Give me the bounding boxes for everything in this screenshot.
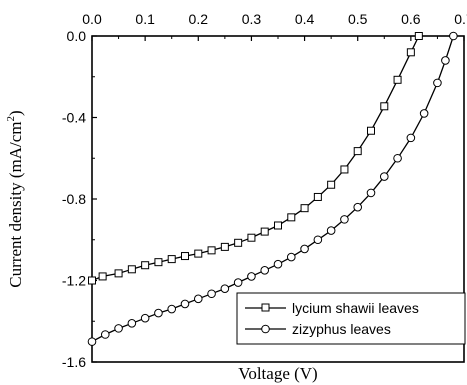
series-line bbox=[91, 35, 420, 282]
data-point-circle bbox=[180, 299, 190, 309]
data-point-square bbox=[154, 258, 163, 267]
data-point-circle bbox=[273, 259, 283, 269]
data-point-circle bbox=[419, 109, 429, 118]
data-point-square bbox=[247, 233, 256, 242]
x-tick-label: 0.7 bbox=[454, 11, 467, 27]
legend-marker-square bbox=[261, 303, 270, 312]
data-point-circle bbox=[100, 330, 110, 339]
y-axis-title-main: Current density (mA/cm bbox=[6, 121, 25, 287]
data-point-circle bbox=[154, 308, 163, 318]
data-point-square bbox=[340, 165, 349, 174]
data-point-square bbox=[114, 269, 123, 278]
legend-marker-circle bbox=[261, 324, 270, 334]
data-point-square bbox=[88, 276, 96, 285]
data-point-square bbox=[287, 213, 296, 222]
data-point-circle bbox=[260, 266, 270, 275]
data-point-square bbox=[313, 192, 322, 201]
data-point-circle bbox=[366, 188, 376, 198]
data-point-square bbox=[406, 48, 415, 57]
data-point-square bbox=[274, 221, 282, 230]
x-axis-title: Voltage (V) bbox=[238, 364, 317, 383]
data-point-square bbox=[194, 249, 203, 258]
data-point-circle bbox=[140, 313, 150, 323]
data-point-circle bbox=[247, 272, 256, 281]
data-point-square bbox=[393, 75, 402, 84]
data-point-circle bbox=[114, 324, 123, 333]
y-tick-label: 0.0 bbox=[67, 28, 87, 44]
data-point-circle bbox=[167, 304, 177, 314]
data-point-circle bbox=[207, 289, 216, 299]
data-point-circle bbox=[441, 56, 450, 65]
data-point-square bbox=[181, 252, 189, 261]
data-point-circle bbox=[300, 244, 309, 254]
data-point-circle bbox=[193, 294, 203, 304]
legend-entry-lycium-shawii: lycium shawii leaves bbox=[245, 300, 419, 316]
data-point-circle bbox=[353, 202, 363, 212]
data-point-circle bbox=[127, 318, 137, 328]
y-axis-title-end: ) bbox=[6, 110, 25, 116]
data-point-circle bbox=[326, 226, 336, 235]
data-point-circle bbox=[393, 153, 402, 163]
data-point-square bbox=[327, 180, 336, 189]
x-tick-label: 0.4 bbox=[295, 11, 315, 27]
data-point-circle bbox=[379, 172, 389, 181]
data-point-square bbox=[353, 147, 362, 156]
data-point-square bbox=[98, 272, 107, 281]
data-point-circle bbox=[449, 31, 458, 41]
data-point-circle bbox=[406, 133, 416, 143]
data-point-square bbox=[414, 32, 423, 40]
data-point-circle bbox=[87, 337, 97, 346]
legend-label-lycium-shawii: lycium shawii leaves bbox=[292, 300, 419, 316]
data-point-square bbox=[207, 246, 216, 255]
data-point-square bbox=[167, 255, 176, 264]
y-tick-label: -0.4 bbox=[62, 110, 86, 126]
data-point-circle bbox=[313, 235, 323, 245]
series-1 bbox=[87, 31, 458, 346]
legend: lycium shawii leaves zizyphus leaves bbox=[236, 292, 466, 345]
data-point-circle bbox=[340, 215, 349, 224]
legend-box bbox=[236, 292, 466, 345]
y-axis-ticks: 0.0 -0.4 -0.8 -1.2 -1.6 bbox=[62, 28, 97, 370]
series-0 bbox=[88, 32, 423, 285]
legend-label-zizyphus: zizyphus leaves bbox=[292, 321, 391, 337]
data-point-circle bbox=[233, 278, 243, 287]
data-point-square bbox=[260, 227, 269, 236]
y-tick-label: -1.6 bbox=[62, 354, 86, 370]
y-axis-title-superscript: 2 bbox=[5, 116, 17, 122]
x-tick-label: 0.3 bbox=[242, 11, 262, 27]
data-point-square bbox=[234, 238, 243, 247]
data-point-square bbox=[141, 261, 150, 270]
y-tick-label: -1.2 bbox=[62, 273, 86, 289]
data-point-square bbox=[300, 204, 309, 213]
series-layer bbox=[87, 31, 458, 346]
x-tick-label: 0.2 bbox=[189, 11, 209, 27]
x-tick-label: 0.6 bbox=[401, 11, 421, 27]
y-tick-label: -0.8 bbox=[62, 191, 86, 207]
data-point-circle bbox=[433, 78, 442, 88]
y-axis-title: Current density (mA/cm2) bbox=[5, 110, 25, 287]
data-point-square bbox=[380, 102, 389, 111]
x-tick-label: 0.5 bbox=[348, 11, 368, 27]
data-point-circle bbox=[220, 284, 230, 293]
x-axis-ticks: 0.0 0.1 0.2 0.3 0.4 0.5 0.6 0.7 bbox=[82, 11, 467, 41]
data-point-square bbox=[220, 242, 229, 251]
data-point-square bbox=[127, 265, 136, 274]
legend-entry-zizyphus: zizyphus leaves bbox=[245, 321, 391, 337]
data-point-square bbox=[367, 126, 375, 135]
x-tick-label: 0.1 bbox=[135, 11, 155, 27]
data-point-circle bbox=[286, 252, 296, 262]
x-tick-label: 0.0 bbox=[82, 11, 102, 27]
